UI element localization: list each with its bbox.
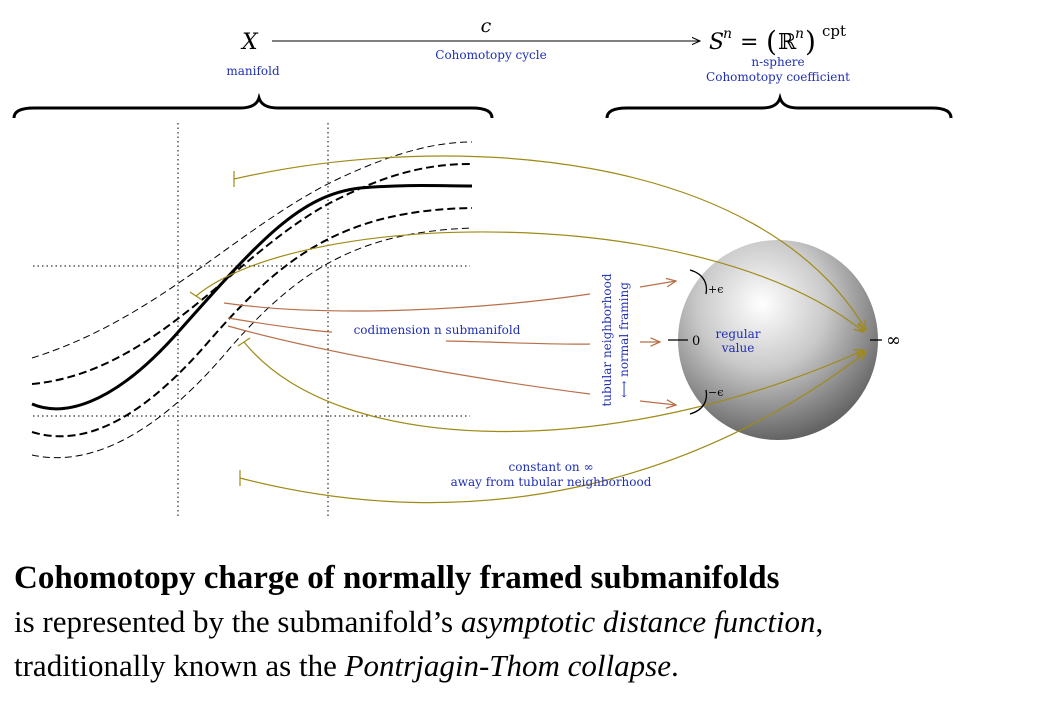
- outer-tube-lower: [31, 227, 473, 459]
- target-cpt: cpt: [822, 22, 846, 40]
- caption-line-1-b: asymptotic distance function: [460, 604, 816, 639]
- submanifold-curve: [31, 184, 473, 411]
- target-sup: n: [723, 26, 732, 42]
- target-r: ℝ: [778, 30, 797, 55]
- plus-eps-label: +ϵ: [708, 283, 723, 296]
- target-eq: =: [740, 30, 758, 55]
- caption-line-1-a: is represented by the submanifold’s: [14, 604, 461, 639]
- caption-line-1: is represented by the submanifold’s asym…: [14, 600, 1034, 644]
- regular-value-label-1: regular: [716, 327, 761, 341]
- sphere-brace: [605, 92, 953, 119]
- constant-label-1: constant on ∞: [509, 460, 594, 474]
- collapse-arrow-upper: [195, 231, 864, 332]
- inner-tube-lower: [31, 207, 473, 438]
- submanifold-label: codimension n submanifold: [354, 323, 521, 337]
- caption-line-2-c: .: [670, 648, 679, 683]
- target-paren-close: ): [805, 25, 816, 58]
- collapse-arrow-bottom: [239, 352, 866, 504]
- target-paren-open: (: [766, 25, 777, 58]
- target-note-coefficient: Cohomotopy coefficient: [706, 70, 850, 84]
- tube-arrow-zero: [227, 317, 333, 333]
- minus-eps-mark: [689, 389, 708, 415]
- tube-arrow-zero-b: [445, 340, 591, 345]
- tube-arrow-minus: [227, 325, 591, 395]
- n-sphere: [678, 240, 878, 440]
- infinity-label: ∞: [886, 330, 901, 351]
- tubular-neighborhood-curves: [31, 141, 473, 459]
- target-lhs: S: [709, 30, 724, 55]
- tubular-label-1: tubular neighborhood: [600, 273, 614, 406]
- source-note: manifold: [226, 64, 280, 78]
- tube-arrow-plus: [223, 293, 591, 312]
- plus-eps-mark: [689, 269, 708, 295]
- caption-line-2-a: traditionally known as the: [14, 648, 345, 683]
- pontryagin-thom-diagram: X manifold c Cohomotopy cycle S n = ( ℝ …: [12, 15, 953, 518]
- collapse-arrow-mid-tail: [237, 337, 251, 347]
- tubular-label-2: ⟷ normal framing: [617, 282, 631, 398]
- arrow-note: Cohomotopy cycle: [435, 48, 546, 62]
- collapse-arrows: [189, 155, 866, 504]
- caption-title: Cohomotopy charge of normally framed sub…: [14, 560, 780, 596]
- collapse-arrow-upper-tail: [189, 291, 203, 301]
- collapse-arrow-mid: [243, 341, 864, 433]
- caption-line-2: traditionally known as the Pontrjagin-Th…: [14, 644, 1034, 688]
- constant-label-2: away from tubular neighborhood: [451, 475, 652, 489]
- regular-value-label-2: value: [721, 341, 755, 355]
- target-expression: S n = ( ℝ n ) cpt: [709, 22, 846, 58]
- caption-line-1-c: ,: [815, 604, 824, 639]
- framing-arrow-minus: [639, 401, 676, 405]
- minus-eps-label: −ϵ: [708, 386, 723, 399]
- zero-label: 0: [692, 334, 700, 349]
- tubular-label: tubular neighborhood ⟷ normal framing: [600, 273, 631, 406]
- arrow-label: c: [481, 15, 492, 37]
- tubular-arrows: [223, 281, 676, 405]
- target-r-sup: n: [795, 26, 804, 42]
- target-note-sphere: n-sphere: [751, 55, 804, 69]
- caption-line-2-b: Pontrjagin-Thom collapse: [344, 648, 671, 683]
- inner-tube-upper: [31, 163, 473, 385]
- collapse-arrow-top: [233, 155, 866, 330]
- manifold-brace: [12, 92, 494, 119]
- dotted-grid: [33, 123, 470, 518]
- outer-tube-upper: [31, 141, 473, 359]
- source-x: X: [240, 30, 259, 55]
- caption: Cohomotopy charge of normally framed sub…: [14, 556, 1034, 688]
- framing-arrow-plus: [639, 281, 676, 288]
- sphere-marks: [668, 269, 882, 415]
